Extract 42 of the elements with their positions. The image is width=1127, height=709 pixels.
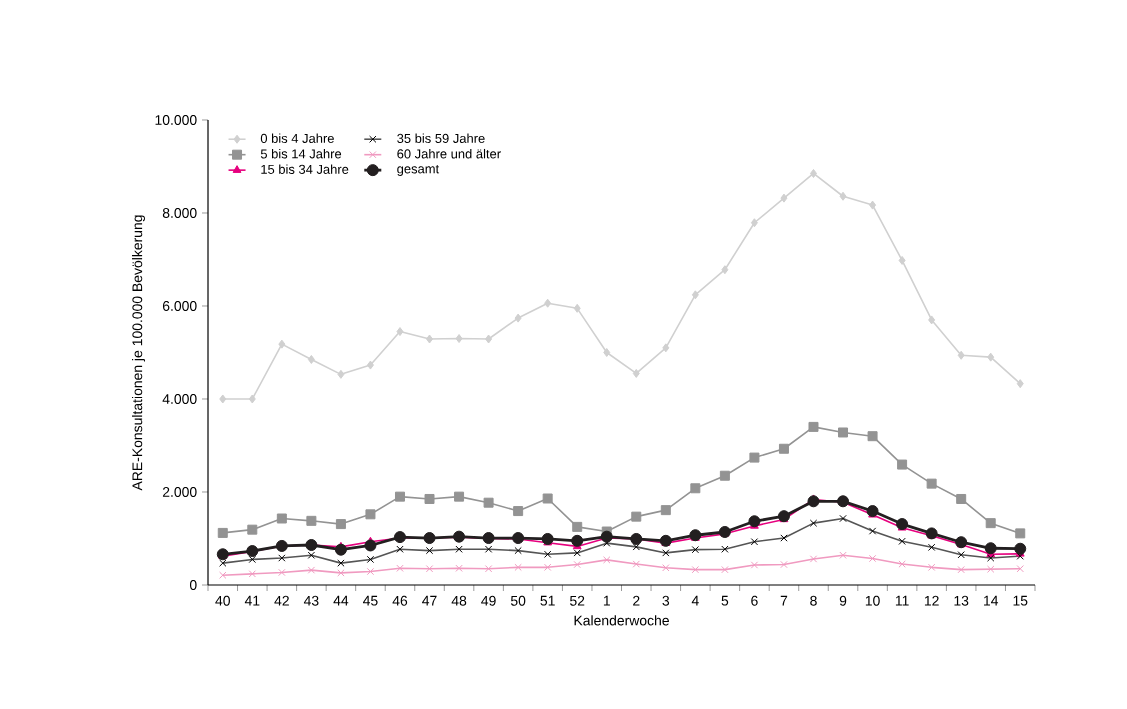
x-tick-label: 12 <box>924 595 939 606</box>
x-tick-label: 47 <box>422 595 437 606</box>
legend-label: gesamt <box>397 164 440 176</box>
x-tick-label: 50 <box>510 595 526 606</box>
y-axis-title: ARE-Konsultationen je 100.000 Bevölkerung <box>131 215 145 491</box>
x-tick-label: 9 <box>839 595 847 606</box>
x-tick-label: 13 <box>954 595 969 606</box>
x-tick-label: 11 <box>895 595 909 606</box>
x-tick-label: 44 <box>333 595 349 606</box>
x-tick-label: 48 <box>451 595 467 606</box>
x-tick-label: 43 <box>303 595 319 606</box>
x-tick-label: 40 <box>215 595 230 606</box>
x-tick-label: 41 <box>244 595 260 606</box>
x-tick-label: 5 <box>721 595 729 606</box>
x-axis-title: Kalenderwoche <box>574 615 669 626</box>
x-tick-label: 2 <box>633 595 640 606</box>
x-tick-label: 6 <box>751 595 758 606</box>
legend-label: 5 bis 14 Jahre <box>260 148 342 159</box>
x-tick-label: 51 <box>540 595 555 606</box>
x-tick-label: 46 <box>392 595 408 606</box>
legend-label: 15 bis 34 Jahre <box>261 164 349 174</box>
legend-label: 0 bis 4 Jahre <box>260 133 334 143</box>
x-tick-label: 8 <box>810 595 817 606</box>
y-tick-label: 8.000 <box>162 208 197 218</box>
x-tick-label: 49 <box>481 595 496 606</box>
x-tick-label: 3 <box>662 595 670 606</box>
x-tick-label: 10 <box>865 595 880 606</box>
x-tick-label: 45 <box>363 595 378 606</box>
x-tick-label: 42 <box>274 595 289 606</box>
y-tick-label: 0 <box>189 580 197 590</box>
x-tick-label: 52 <box>570 595 585 606</box>
x-tick-label: 7 <box>780 595 788 606</box>
x-tick-label: 15 <box>1013 595 1028 606</box>
y-tick-label: 6.000 <box>162 301 197 311</box>
legend-label: 60 Jahre und älter <box>397 148 501 159</box>
y-tick-label: 4.000 <box>162 394 197 404</box>
y-tick-label: 2.000 <box>162 487 197 497</box>
x-tick-label: 4 <box>691 595 699 606</box>
x-tick-label: 1 <box>603 595 610 606</box>
x-tick-label: 14 <box>984 595 999 606</box>
legend-label: 35 bis 59 Jahre <box>397 133 485 143</box>
y-tick-label: 10.000 <box>155 115 197 125</box>
